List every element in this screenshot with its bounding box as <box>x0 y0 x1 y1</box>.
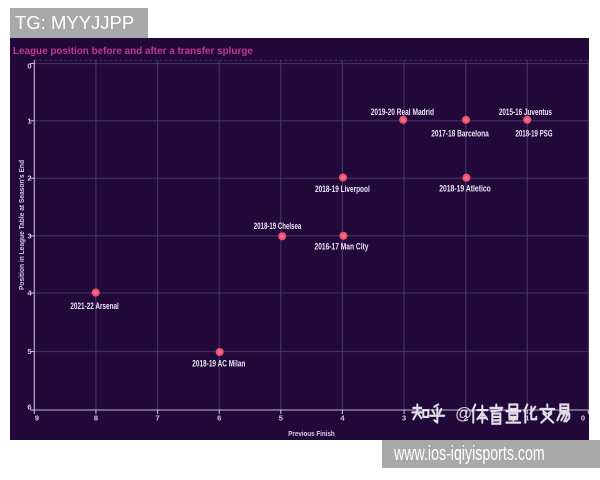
svg-text:6: 6 <box>27 403 31 412</box>
svg-text:2019-20 Real Madrid: 2019-20 Real Madrid <box>371 107 434 117</box>
svg-text:3: 3 <box>402 414 406 423</box>
svg-text:5: 5 <box>279 414 283 423</box>
svg-text:@: @ <box>455 404 472 423</box>
svg-text:6: 6 <box>217 414 221 423</box>
svg-text:2018-19 Atletico: 2018-19 Atletico <box>439 184 491 194</box>
svg-text:4: 4 <box>27 289 32 298</box>
svg-text:League position before and aft: League position before and after a trans… <box>13 45 253 57</box>
svg-text:5: 5 <box>27 347 31 356</box>
svg-text:2016-17 Man City: 2016-17 Man City <box>315 242 370 252</box>
svg-text:2: 2 <box>464 414 468 423</box>
svg-text:2021-22 Arsenal: 2021-22 Arsenal <box>70 301 118 311</box>
svg-text:2017-18 Barcelona: 2017-18 Barcelona <box>431 129 489 139</box>
svg-text:7: 7 <box>156 414 160 423</box>
svg-text:2: 2 <box>27 174 31 183</box>
svg-text:0: 0 <box>581 414 585 423</box>
svg-text:3: 3 <box>27 232 31 241</box>
svg-text:1: 1 <box>525 414 529 423</box>
svg-text:8: 8 <box>94 414 98 423</box>
svg-text:9: 9 <box>35 414 39 423</box>
svg-text:2018-19 PSG: 2018-19 PSG <box>516 129 553 139</box>
svg-text:1: 1 <box>27 117 31 126</box>
svg-text:2015-16 Juventus: 2015-16 Juventus <box>499 107 552 117</box>
svg-text:2018-19 Chelsea: 2018-19 Chelsea <box>254 221 302 231</box>
svg-text:4: 4 <box>340 414 345 423</box>
svg-text:2018-19 AC Milan: 2018-19 AC Milan <box>192 358 245 368</box>
svg-text:Position in League Table at Se: Position in League Table at Season's End <box>17 160 26 290</box>
svg-text:Previous Finish: Previous Finish <box>288 429 335 438</box>
svg-text:2018-19 Liverpool: 2018-19 Liverpool <box>315 184 370 194</box>
svg-text:0: 0 <box>27 62 31 71</box>
